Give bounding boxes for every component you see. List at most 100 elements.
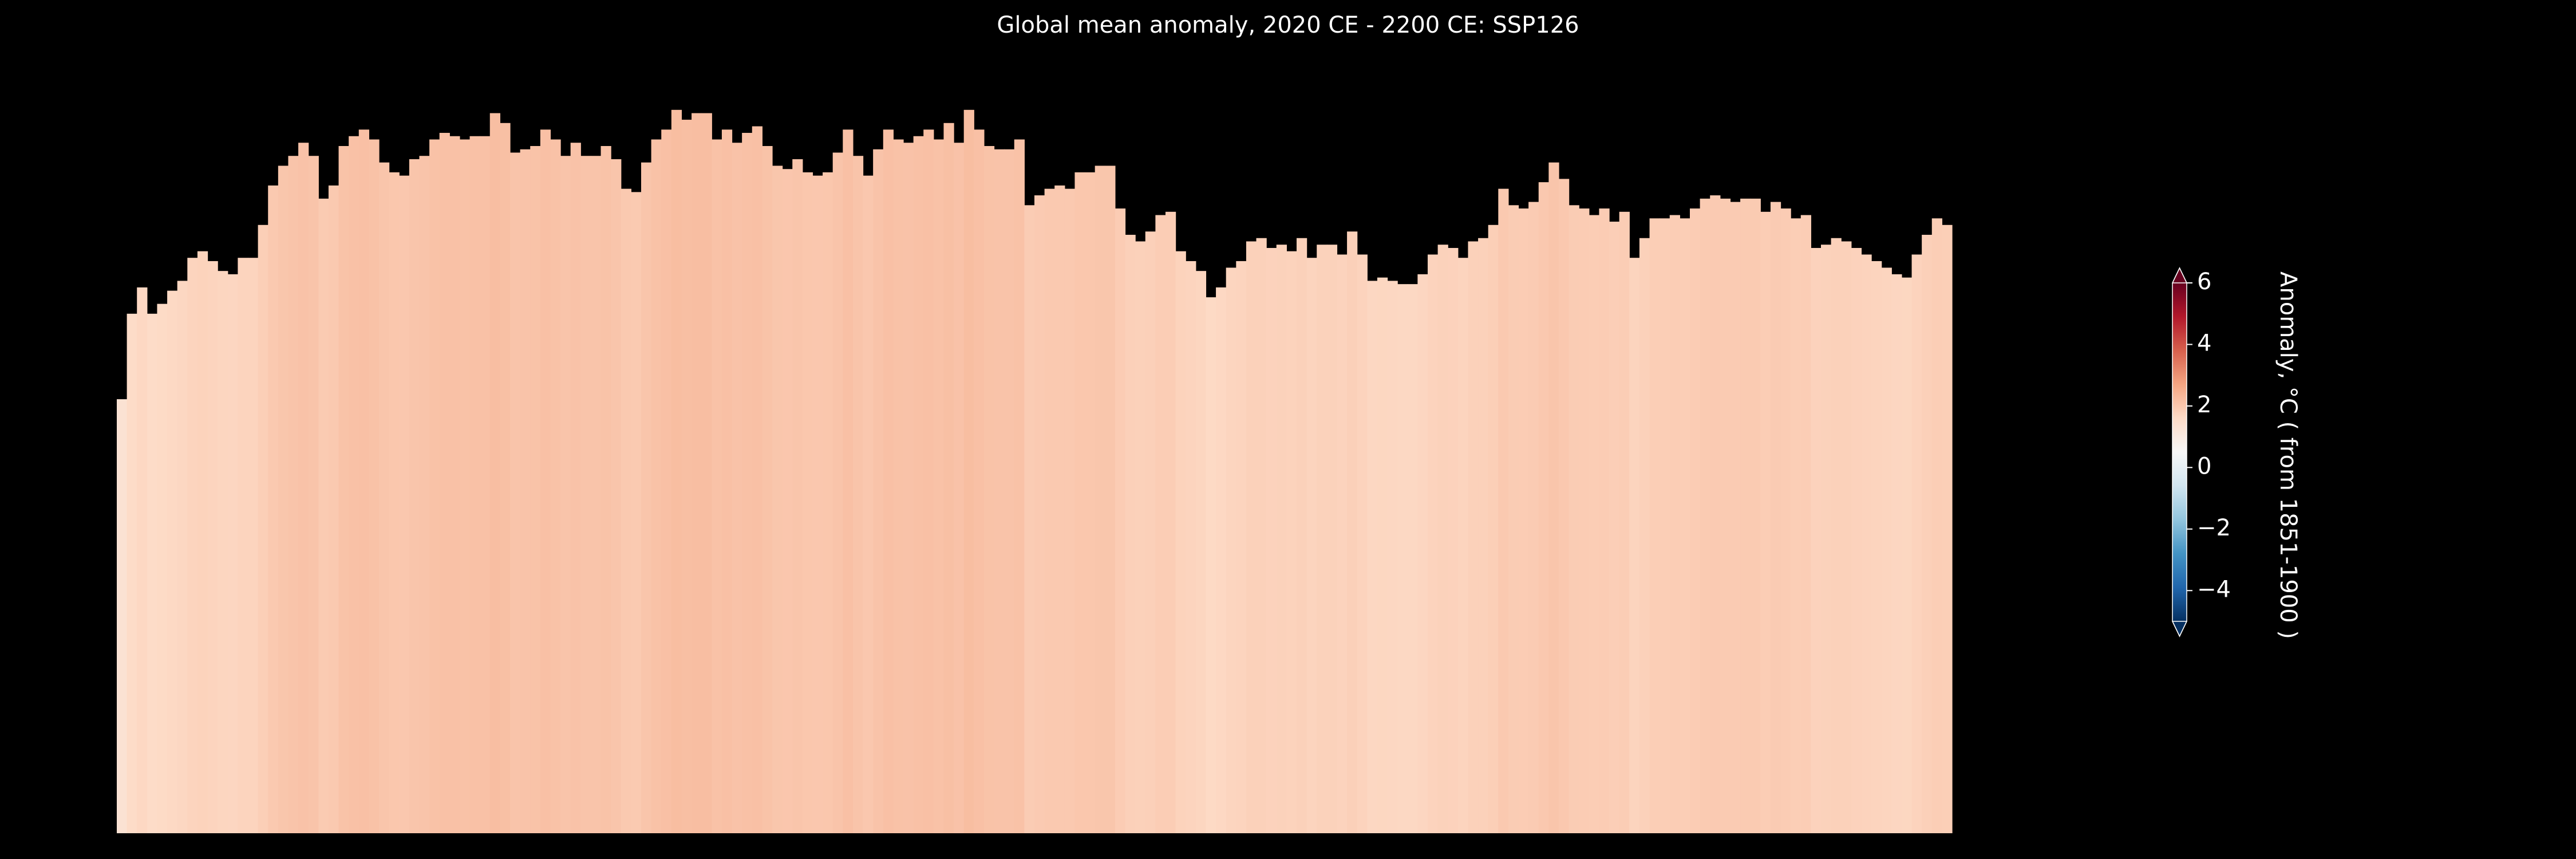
bar [1064, 188, 1076, 834]
colorbar [2172, 283, 2187, 621]
bar [318, 198, 329, 833]
bar [641, 162, 652, 834]
bar [1548, 162, 1559, 834]
bar [379, 162, 390, 834]
bar [1448, 247, 1459, 833]
bar [752, 126, 762, 834]
bar [983, 145, 995, 833]
bar [1457, 258, 1469, 833]
bar [681, 120, 692, 833]
bar [852, 156, 864, 833]
bar [500, 123, 511, 833]
bar [1619, 211, 1630, 834]
bar [1276, 245, 1287, 833]
colorbar-tick-label: 6 [2197, 269, 2211, 295]
bar [1579, 208, 1590, 833]
bar [1791, 218, 1801, 833]
bar [792, 159, 803, 833]
bar [1649, 218, 1660, 833]
bar [167, 290, 178, 833]
bar [1538, 182, 1549, 833]
bar [903, 143, 914, 833]
bar [893, 139, 904, 834]
bar [1498, 188, 1509, 834]
bar [1206, 297, 1216, 833]
bar [1811, 247, 1822, 833]
bar [1337, 254, 1348, 833]
bar [1680, 218, 1690, 833]
bar [1347, 231, 1358, 833]
bar [832, 152, 843, 834]
bar [1821, 245, 1832, 833]
bar [1357, 254, 1368, 833]
bar [1942, 224, 1953, 834]
bar [1407, 284, 1418, 833]
chart-title: Global mean anomaly, 2020 CE - 2200 CE: … [997, 12, 1579, 38]
bar [1690, 208, 1701, 833]
bar [338, 145, 349, 833]
bar [1155, 215, 1166, 834]
bar [1488, 224, 1499, 834]
bar [1931, 218, 1942, 833]
bar [510, 152, 521, 834]
colorbar-tick-label: 0 [2197, 453, 2211, 479]
bar [207, 261, 218, 833]
bar [147, 313, 158, 833]
bar [933, 139, 945, 834]
colorbar-tick-label: 4 [2197, 330, 2211, 356]
bar [631, 192, 642, 833]
bar [1377, 277, 1388, 833]
bar [1750, 198, 1761, 833]
bar [177, 281, 188, 833]
colorbar-extend-bottom [2171, 621, 2188, 637]
bar [1074, 172, 1085, 833]
bar [1428, 254, 1439, 833]
bar [1861, 254, 1872, 833]
bar [1236, 261, 1247, 833]
bar [1085, 172, 1096, 833]
bar [1125, 235, 1136, 834]
bar [449, 136, 460, 834]
bar [712, 139, 722, 834]
bar [1387, 281, 1398, 833]
bar [1871, 261, 1882, 833]
bar [308, 156, 319, 833]
bar [540, 129, 551, 834]
bar [1317, 245, 1327, 833]
bar [1468, 241, 1479, 833]
bar [117, 399, 128, 833]
bar [1095, 166, 1105, 834]
bar [187, 258, 198, 833]
bar [1135, 241, 1146, 833]
bar [843, 129, 854, 834]
bar [1770, 202, 1781, 834]
bar [218, 271, 228, 833]
bar [1891, 274, 1902, 834]
bar [127, 313, 137, 833]
bar [1669, 215, 1680, 834]
bar [439, 133, 450, 833]
bar [258, 224, 268, 834]
bar [389, 172, 400, 833]
bar [802, 172, 813, 833]
bar [823, 172, 833, 833]
bar [1740, 198, 1751, 833]
bar [782, 169, 793, 833]
bar [1528, 202, 1539, 834]
bar [590, 156, 602, 833]
bar [721, 129, 733, 834]
bar [732, 143, 742, 833]
bar [671, 109, 682, 833]
bar [1437, 245, 1448, 833]
bar [369, 139, 380, 834]
bar [621, 188, 631, 834]
bar [1195, 271, 1207, 833]
bar [550, 139, 561, 834]
bar [692, 113, 702, 834]
bar [1639, 238, 1650, 834]
bar [1367, 281, 1378, 833]
bar [1911, 254, 1922, 833]
bar [480, 136, 491, 834]
bar [1034, 195, 1045, 833]
